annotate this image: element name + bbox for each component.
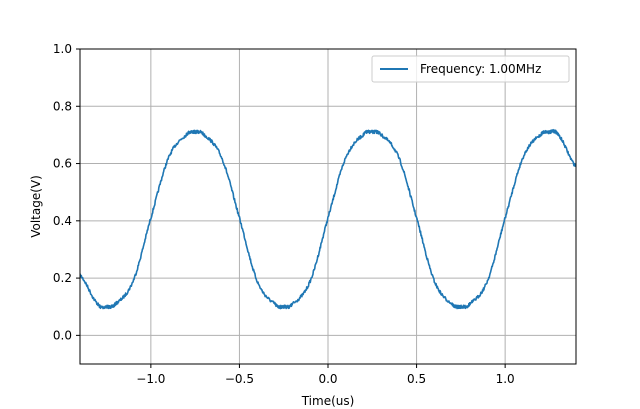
y-axis-label: Voltage(V) bbox=[29, 175, 43, 238]
x-tick-label: 1.0 bbox=[496, 372, 515, 386]
series-layer bbox=[80, 128, 576, 310]
x-tick-label: 0.5 bbox=[407, 372, 426, 386]
y-tick-label: 0.2 bbox=[53, 271, 72, 285]
y-tick-label: 0.0 bbox=[53, 328, 72, 342]
x-axis-label: Time(us) bbox=[301, 394, 355, 408]
x-tick-label: −0.5 bbox=[225, 372, 254, 386]
x-tick-label: −1.0 bbox=[136, 372, 165, 386]
legend-box bbox=[371, 55, 570, 83]
legend: Frequency: 1.00MHz bbox=[371, 55, 570, 83]
x-tick-label: 0.0 bbox=[318, 372, 337, 386]
y-tick-label: 0.6 bbox=[53, 157, 72, 171]
y-tick-label: 0.8 bbox=[53, 99, 72, 113]
y-tick-label: 1.0 bbox=[53, 42, 72, 56]
legend-entry: Frequency: 1.00MHz bbox=[420, 62, 541, 76]
ticks: −1.0 −0.5 0.0 0.5 1.0 0.0 0.2 0.4 0.6 0.8 1.0 bbox=[53, 42, 515, 386]
series-line bbox=[80, 128, 576, 310]
y-tick-label: 0.4 bbox=[53, 214, 72, 228]
